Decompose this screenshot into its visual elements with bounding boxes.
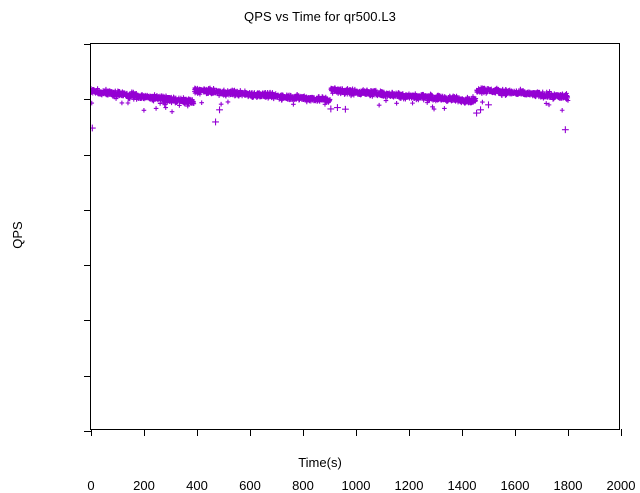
x-axis-tick xyxy=(91,429,92,436)
y-axis-label: QPS xyxy=(10,221,25,249)
y-axis-tick xyxy=(84,44,91,45)
y-axis-tick xyxy=(84,99,91,101)
plot-area: 0200040006000800010000120001400002004006… xyxy=(84,43,635,493)
series-points xyxy=(91,85,571,134)
y-axis-tick xyxy=(84,265,91,267)
x-axis-tick xyxy=(356,429,357,436)
page-title: QPS vs Time for qr500.L3 xyxy=(244,9,396,24)
x-axis-tick xyxy=(409,429,410,436)
x-axis-tick xyxy=(250,429,251,436)
data-layer xyxy=(91,44,619,429)
x-axis-tick xyxy=(144,429,145,436)
x-axis-label: Time(s) xyxy=(298,455,342,470)
x-axis-tick-label: 2000 xyxy=(606,478,636,493)
y-axis-tick xyxy=(84,375,91,377)
y-axis-tick xyxy=(84,320,91,322)
x-axis-tick xyxy=(462,429,463,436)
x-axis-tick xyxy=(303,429,304,436)
chart-canvas: QPS vs Time for qr500.L3 pg181o2nofp.cx1… xyxy=(10,9,635,493)
x-axis-tick xyxy=(568,429,569,436)
y-axis-tick xyxy=(84,209,91,211)
y-axis-tick xyxy=(84,431,91,432)
x-axis-tick xyxy=(197,429,198,436)
x-axis-tick xyxy=(621,429,622,436)
x-axis-tick xyxy=(515,429,516,436)
y-axis-tick xyxy=(84,154,91,156)
